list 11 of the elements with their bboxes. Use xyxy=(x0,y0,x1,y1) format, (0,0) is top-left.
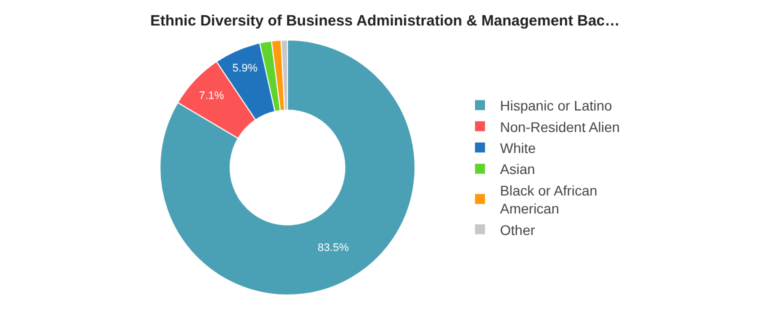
legend-label: Non-Resident Alien xyxy=(500,118,620,135)
data-label: 5.9% xyxy=(232,62,258,75)
data-label: 7.1% xyxy=(198,90,224,102)
legend-label: Other xyxy=(500,222,536,238)
legend-label: Asian xyxy=(500,161,536,178)
legend-label: Hispanic or Latino xyxy=(500,98,612,114)
donut-slice xyxy=(160,40,416,296)
data-label: 83.5% xyxy=(318,242,350,254)
chart-title: Ethnic Diversity of Business Administration & Management Bac… xyxy=(150,12,620,30)
legend-label: White xyxy=(500,140,536,156)
legend-label: Black or African American xyxy=(500,182,598,217)
